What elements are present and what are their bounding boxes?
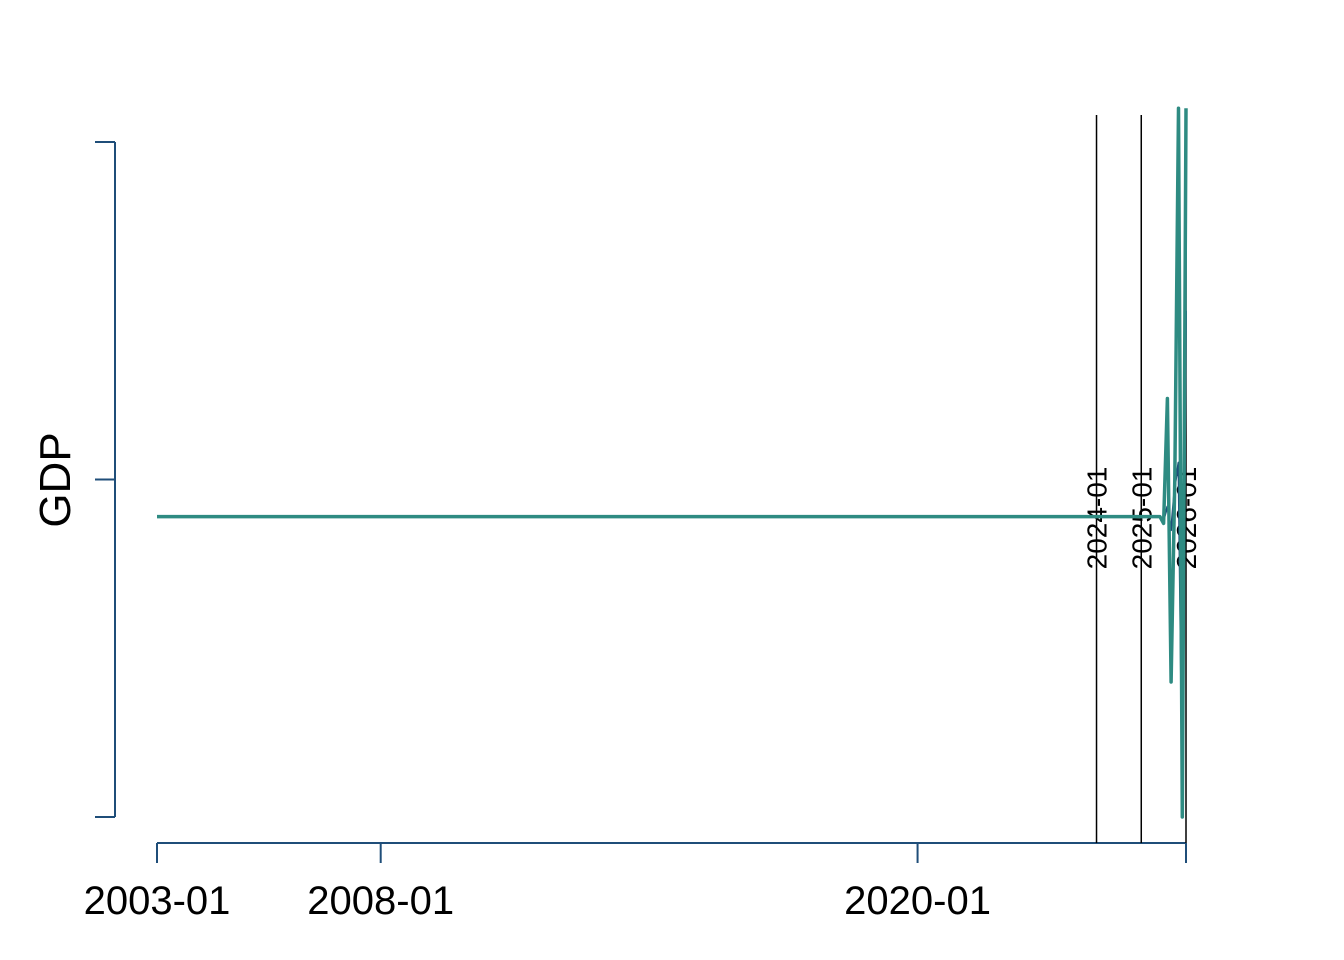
series-line-1	[157, 310, 1187, 785]
x-tick-label: 2020-01	[844, 879, 991, 923]
x-axis: 2003-01 2008-01 2020-01	[84, 842, 1187, 923]
x-tick-label: 2003-01	[84, 879, 231, 923]
x-tick-label: 2008-01	[307, 879, 454, 923]
y-axis	[95, 141, 116, 818]
series-line-2	[157, 106, 1188, 819]
series-lines	[157, 106, 1188, 819]
y-axis-label: GDP	[31, 432, 80, 527]
